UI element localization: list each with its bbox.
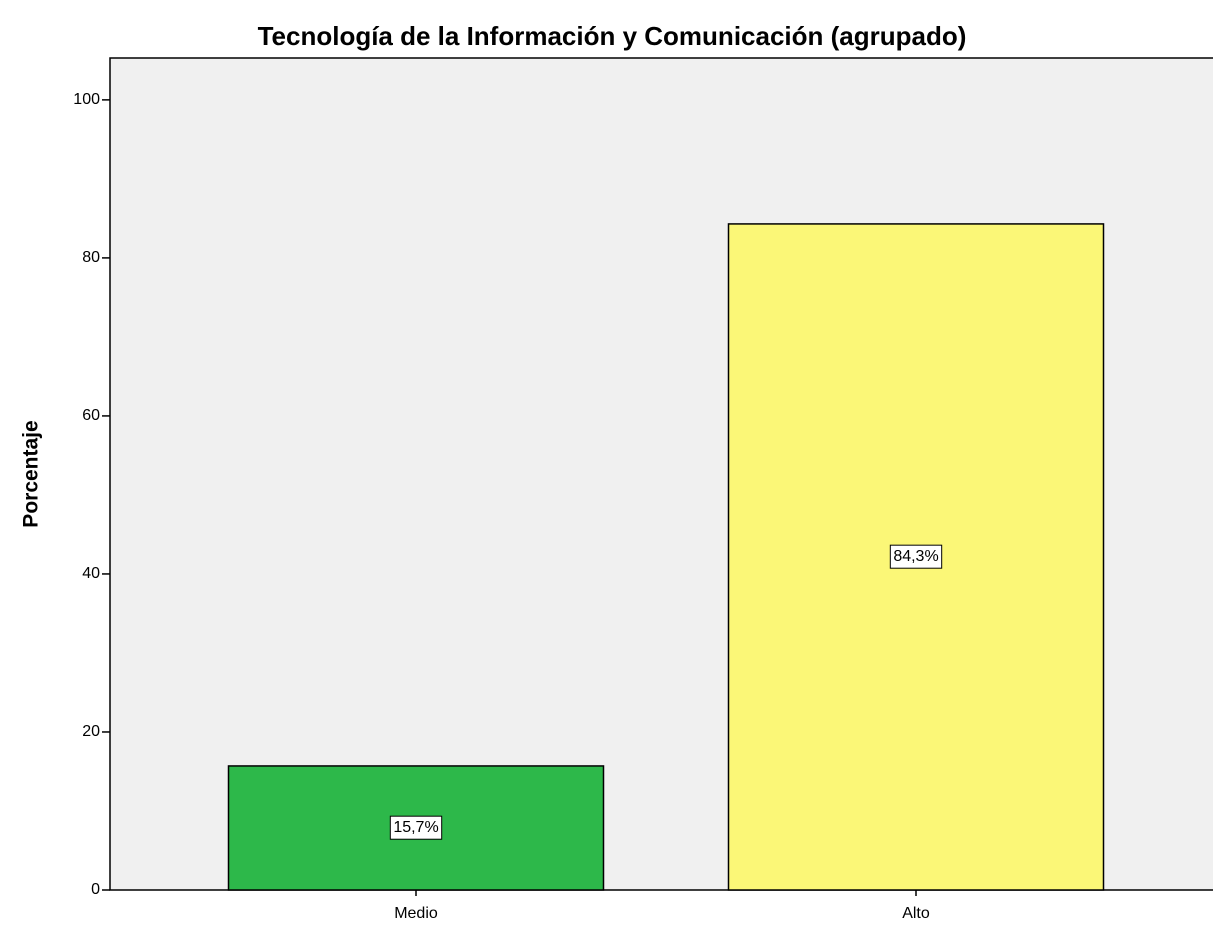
y-axis-title: Porcentaje bbox=[20, 420, 43, 527]
chart-title: Tecnología de la Información y Comunicac… bbox=[258, 21, 967, 51]
y-tick-label: 100 bbox=[73, 91, 100, 108]
data-label: 15,7% bbox=[393, 819, 438, 836]
y-tick-label: 60 bbox=[82, 407, 100, 424]
y-tick-label: 20 bbox=[82, 723, 100, 740]
y-tick-label: 80 bbox=[82, 249, 100, 266]
data-label: 84,3% bbox=[893, 548, 938, 565]
x-tick-label: Alto bbox=[902, 905, 930, 922]
y-tick-label: 40 bbox=[82, 565, 100, 582]
x-tick-label: Medio bbox=[394, 905, 438, 922]
data-label-box bbox=[889, 544, 943, 569]
data-label-box bbox=[389, 815, 443, 840]
y-tick-label: 0 bbox=[91, 881, 100, 898]
